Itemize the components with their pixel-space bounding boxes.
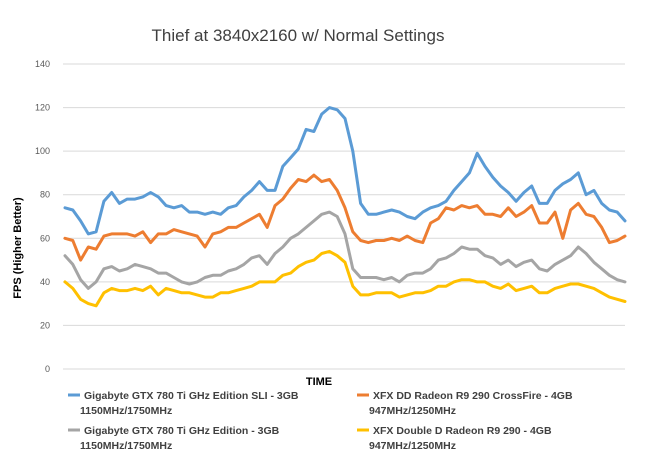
legend-label-line: 1150MHz/1750MHz [80,440,172,452]
legend-label-line: 947MHz/1250MHz [369,405,456,417]
legend-label: Gigabyte GTX 780 Ti GHz Edition SLI - 3G… [80,390,299,417]
y-tick-label: 80 [40,190,50,200]
legend-label-line: Gigabyte GTX 780 Ti GHz Edition - 3GB [84,425,280,437]
series-line-4 [63,249,627,308]
legend-label-line: Gigabyte GTX 780 Ti GHz Edition SLI - 3G… [84,390,299,402]
x-axis-label: TIME [306,376,332,388]
series-lines [63,106,627,308]
legend-label: Gigabyte GTX 780 Ti GHz Edition - 3GB 115… [80,425,280,452]
legend-label: XFX Double D Radeon R9 290 - 4GB 947MHz/1… [369,425,552,452]
series-line-1 [63,106,627,236]
y-tick-label: 20 [40,320,50,330]
y-tick-labels: 0 20 40 60 80 100 120 140 [35,59,50,374]
chart-title: Thief at 3840x2160 w/ Normal Settings [152,26,445,45]
legend-item-2: XFX DD Radeon R9 290 CrossFire - 4GB 947M… [357,390,573,417]
y-axis-label: FPS (Higher Better) [12,197,24,299]
legend-label-line: 947MHz/1250MHz [369,440,456,452]
legend-label-line: XFX Double D Radeon R9 290 - 4GB [373,425,552,437]
legend-label: XFX DD Radeon R9 290 CrossFire - 4GB 947M… [369,390,573,417]
gridlines [63,63,625,370]
y-tick-label: 100 [35,146,50,156]
series-line-2 [63,173,627,262]
legend-item-4: XFX Double D Radeon R9 290 - 4GB 947MHz/1… [357,425,552,452]
legend-label-line: XFX DD Radeon R9 290 CrossFire - 4GB [373,390,573,402]
y-tick-label: 40 [40,277,50,287]
legend-item-3: Gigabyte GTX 780 Ti GHz Edition - 3GB 115… [68,425,280,452]
y-tick-label: 120 [35,103,50,113]
legend-item-1: Gigabyte GTX 780 Ti GHz Edition SLI - 3G… [68,390,299,417]
series-line-3 [63,210,627,290]
y-tick-label: 60 [40,233,50,243]
y-tick-label: 0 [45,364,50,374]
legend-label-line: 1150MHz/1750MHz [80,405,172,417]
legend: Gigabyte GTX 780 Ti GHz Edition SLI - 3G… [68,390,573,452]
y-tick-label: 140 [35,59,50,69]
